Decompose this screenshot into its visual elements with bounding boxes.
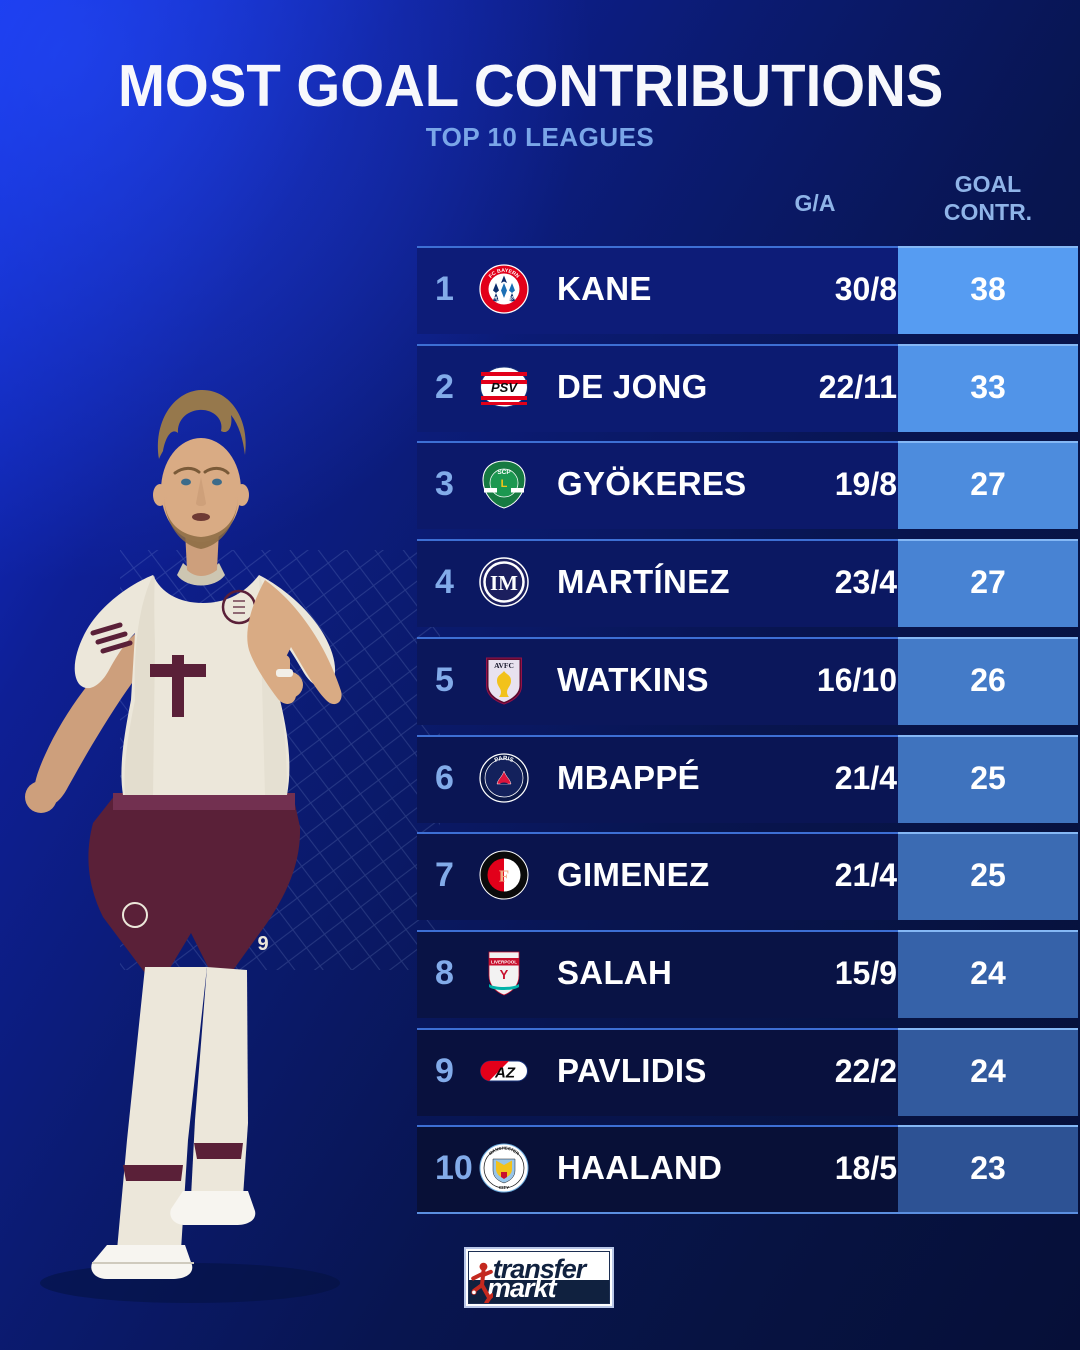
svg-text:SCP: SCP: [497, 469, 511, 476]
svg-text:IM: IM: [490, 571, 518, 595]
svg-text:L: L: [501, 478, 508, 490]
svg-text:9: 9: [257, 933, 268, 955]
svg-text:★: ★: [508, 367, 513, 374]
svg-text:CITY: CITY: [499, 1185, 509, 1190]
svg-text:AVFC: AVFC: [494, 661, 514, 670]
svg-text:Y: Y: [500, 967, 509, 982]
svg-text:PSV: PSV: [491, 380, 518, 395]
svg-text:AZ: AZ: [494, 1064, 516, 1081]
svg-text:★: ★: [494, 367, 499, 374]
svg-text:LIVERPOOL: LIVERPOOL: [491, 959, 517, 964]
svg-text:F: F: [499, 867, 509, 886]
